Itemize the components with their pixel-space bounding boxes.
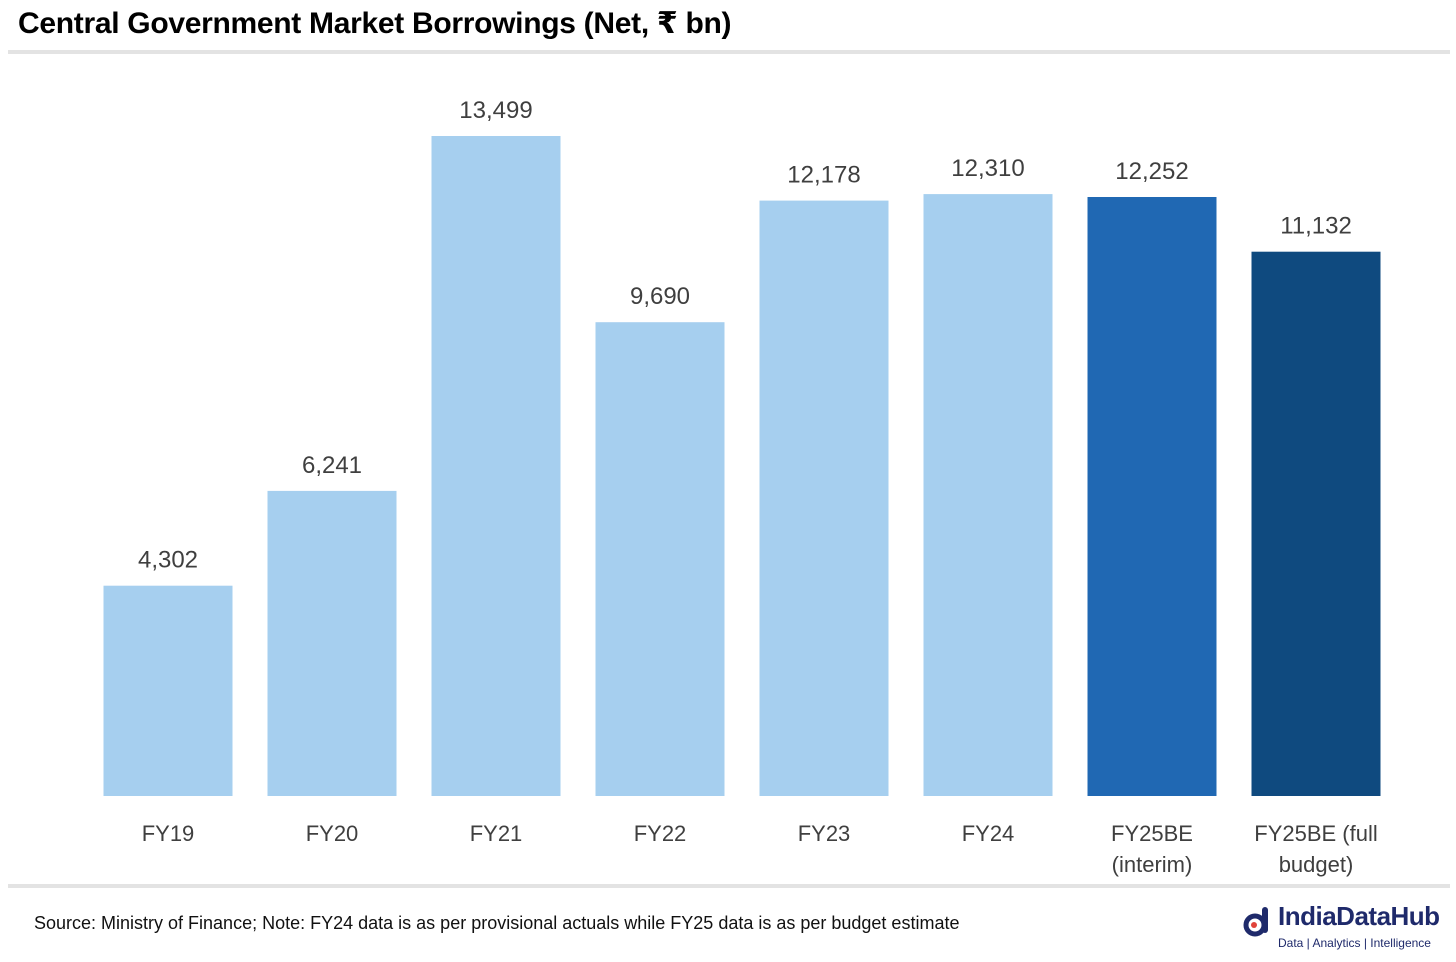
logo-mark-icon <box>1243 907 1268 937</box>
data-label: 12,178 <box>787 162 860 189</box>
bar-fy25be-full-budget- <box>1251 251 1381 796</box>
data-label: 12,252 <box>1115 158 1188 185</box>
logo-tagline: Data | Analytics | Intelligence <box>1278 936 1431 950</box>
bar-chart: 4,302 FY19 6,241 FY20 13,499 FY21 9,690 FY22 12,… <box>103 97 1381 877</box>
category-label: FY19 <box>142 821 195 846</box>
source-note: Source: Ministry of Finance; Note: FY24 … <box>34 913 960 933</box>
bar-fy22 <box>595 322 725 796</box>
data-label: 6,241 <box>302 452 362 479</box>
bar-fy20 <box>267 490 397 796</box>
data-label: 13,499 <box>459 97 532 124</box>
category-label: FY21 <box>470 821 523 846</box>
title-divider <box>8 50 1450 54</box>
category-label: FY24 <box>962 821 1015 846</box>
category-label: FY25BE (full <box>1254 821 1378 846</box>
data-label: 9,690 <box>630 283 690 310</box>
category-label: (interim) <box>1112 852 1193 877</box>
footer-divider <box>8 884 1450 888</box>
bar-fy23 <box>759 200 889 797</box>
chart-title: Central Government Market Borrowings (Ne… <box>18 7 732 40</box>
category-label: budget) <box>1279 852 1354 877</box>
category-label: FY23 <box>798 821 851 846</box>
bar-fy21 <box>431 136 561 796</box>
data-label: 12,310 <box>951 155 1024 182</box>
data-label: 4,302 <box>138 547 198 574</box>
indiadatahub-logo: IndiaDataHub Data | Analytics | Intellig… <box>1242 901 1452 955</box>
bar-fy19 <box>103 585 233 796</box>
category-label: FY20 <box>306 821 359 846</box>
data-label: 11,132 <box>1280 213 1352 240</box>
logo-wordmark: IndiaDataHub <box>1278 901 1440 931</box>
bar-fy24 <box>923 194 1053 797</box>
category-label: FY22 <box>634 821 687 846</box>
bar-fy25be-interim- <box>1087 197 1217 796</box>
category-label: FY25BE <box>1111 821 1193 846</box>
